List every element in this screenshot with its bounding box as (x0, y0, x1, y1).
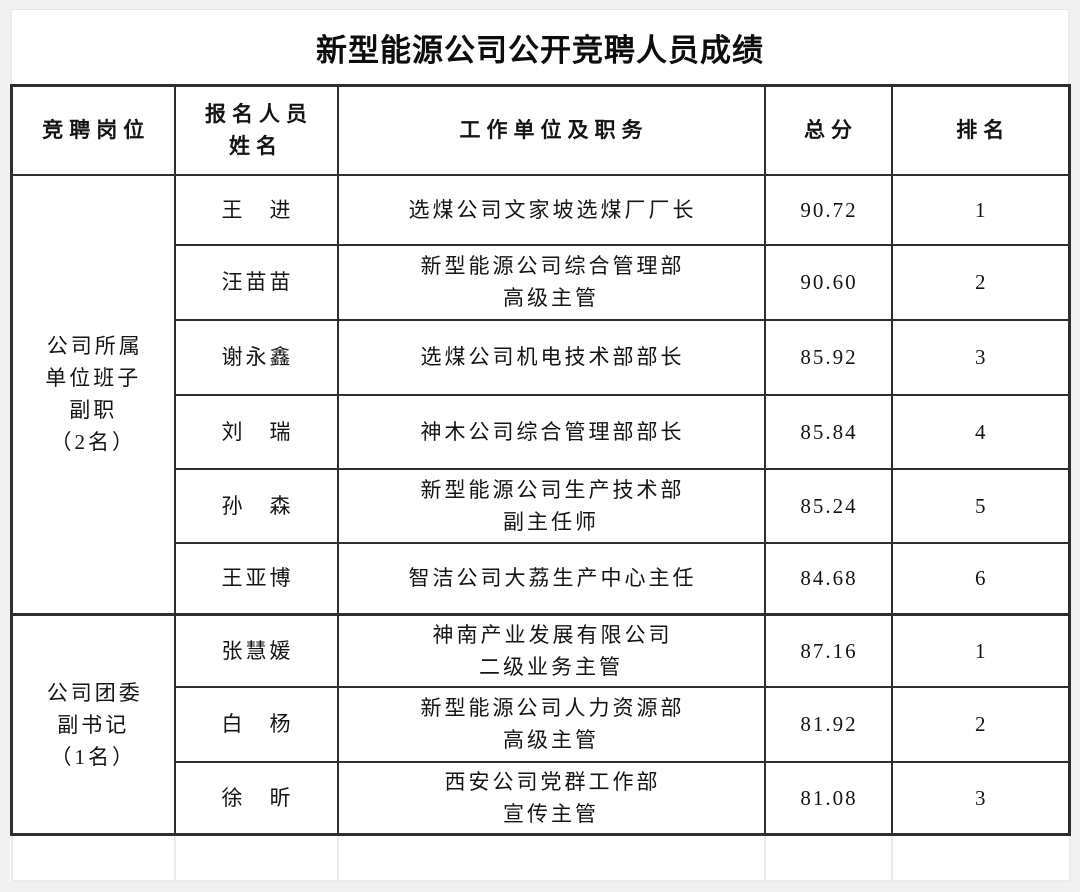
empty-cell (336, 833, 766, 882)
rank-cell: 2 (890, 685, 1071, 763)
unit-cell: 智洁公司大荔生产中心主任 (336, 541, 766, 616)
table-row: 刘 瑞 神木公司综合管理部部长 85.84 4 (12, 393, 1071, 470)
score-cell: 90.72 (763, 173, 893, 246)
table-row: 汪苗苗 新型能源公司综合管理部 高级主管 90.60 2 (12, 243, 1071, 321)
name-cell: 白 杨 (173, 685, 339, 763)
name-cell: 谢永鑫 (173, 318, 339, 396)
score-cell: 85.24 (763, 467, 893, 544)
unit-cell: 新型能源公司综合管理部 高级主管 (336, 243, 766, 321)
empty-cell (763, 833, 893, 882)
rank-cell: 1 (890, 173, 1071, 246)
rank-cell: 5 (890, 467, 1071, 544)
col-header-score: 总分 (763, 84, 893, 176)
name-cell: 孙 森 (173, 467, 339, 544)
score-cell: 85.84 (763, 393, 893, 470)
score-cell: 87.16 (763, 613, 893, 688)
unit-cell: 神南产业发展有限公司 二级业务主管 (336, 613, 766, 688)
rank-cell: 1 (890, 613, 1071, 688)
empty-cell (173, 833, 339, 882)
unit-cell: 选煤公司文家坡选煤厂厂长 (336, 173, 766, 246)
rank-cell: 3 (890, 318, 1071, 396)
page-title: 新型能源公司公开竞聘人员成绩 (11, 9, 1069, 85)
unit-cell: 选煤公司机电技术部部长 (336, 318, 766, 396)
name-cell: 汪苗苗 (173, 243, 339, 321)
empty-row (10, 833, 1071, 882)
score-cell: 84.68 (763, 541, 893, 616)
position-cell-group1: 公司所属 单位班子 副职 （2名） (10, 173, 176, 616)
name-cell: 刘 瑞 (173, 393, 339, 470)
table-row: 王亚博 智洁公司大荔生产中心主任 84.68 6 (12, 541, 1071, 616)
header-row: 竞聘岗位 报名人员 姓名 工作单位及职务 总分 排名 (10, 84, 1071, 176)
score-cell: 85.92 (763, 318, 893, 396)
table-row: 孙 森 新型能源公司生产技术部 副主任师 85.24 5 (12, 467, 1071, 544)
rank-cell: 2 (890, 243, 1071, 321)
score-cell: 90.60 (763, 243, 893, 321)
table-row: 徐 昕 西安公司党群工作部 宣传主管 81.08 3 (12, 760, 1071, 836)
name-cell: 徐 昕 (173, 760, 339, 836)
rank-cell: 4 (890, 393, 1071, 470)
col-header-rank: 排名 (890, 84, 1071, 176)
col-header-position: 竞聘岗位 (10, 84, 176, 176)
table-row: 谢永鑫 选煤公司机电技术部部长 85.92 3 (12, 318, 1071, 396)
unit-cell: 新型能源公司生产技术部 副主任师 (336, 467, 766, 544)
rank-cell: 6 (890, 541, 1071, 616)
rank-cell: 3 (890, 760, 1071, 836)
score-cell: 81.08 (763, 760, 893, 836)
score-table: 竞聘岗位 报名人员 姓名 工作单位及职务 总分 排名 公司所属 单位班子 副职 … (10, 84, 1071, 882)
name-cell: 王 进 (173, 173, 339, 246)
table-row: 公司团委 副书记 （1名） 张慧媛 神南产业发展有限公司 二级业务主管 87.1… (10, 613, 1071, 836)
col-header-unit: 工作单位及职务 (336, 84, 766, 176)
unit-cell: 西安公司党群工作部 宣传主管 (336, 760, 766, 836)
empty-cell (10, 833, 176, 882)
name-cell: 张慧媛 (173, 613, 339, 688)
unit-cell: 新型能源公司人力资源部 高级主管 (336, 685, 766, 763)
table-row: 白 杨 新型能源公司人力资源部 高级主管 81.92 2 (12, 685, 1071, 763)
unit-cell: 神木公司综合管理部部长 (336, 393, 766, 470)
empty-cell (890, 833, 1071, 882)
col-header-name: 报名人员 姓名 (173, 84, 339, 176)
position-cell-group2: 公司团委 副书记 （1名） (10, 613, 176, 836)
table-row: 公司所属 单位班子 副职 （2名） 王 进 选煤公司文家坡选煤厂厂长 90.72… (10, 173, 1071, 616)
score-cell: 81.92 (763, 685, 893, 763)
name-cell: 王亚博 (173, 541, 339, 616)
